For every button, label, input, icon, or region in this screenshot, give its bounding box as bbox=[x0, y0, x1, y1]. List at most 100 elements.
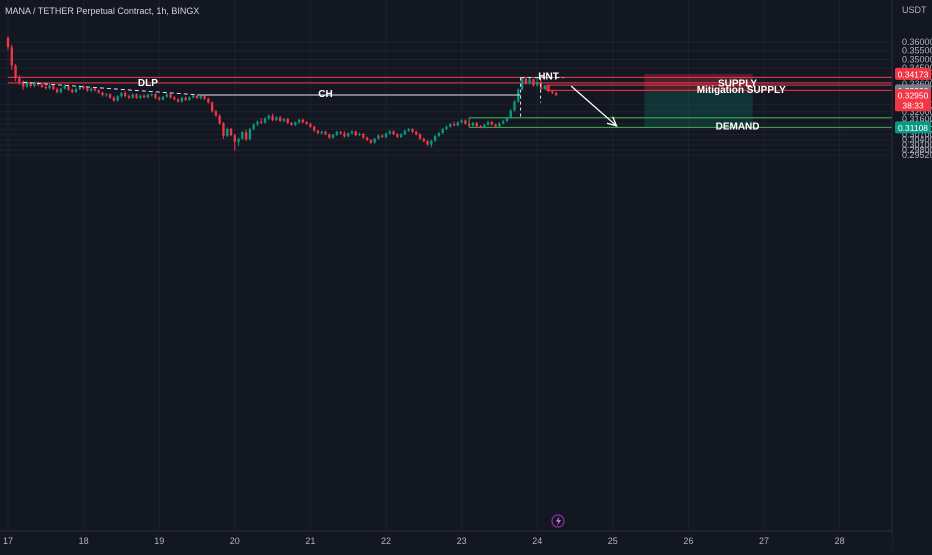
candle-body bbox=[316, 130, 320, 134]
dlp-line bbox=[23, 81, 201, 96]
candle-body bbox=[6, 37, 10, 48]
candle-body bbox=[263, 118, 267, 123]
candle-body bbox=[275, 117, 278, 121]
candle-body bbox=[354, 131, 357, 136]
candle-body bbox=[29, 83, 32, 86]
candle-body bbox=[97, 90, 100, 93]
candle-body bbox=[78, 86, 81, 89]
candle-body bbox=[282, 118, 286, 121]
reward-zone bbox=[644, 90, 753, 128]
candle-body bbox=[392, 131, 395, 135]
candle-body bbox=[180, 97, 184, 102]
candle-body bbox=[278, 117, 282, 121]
candle-body bbox=[498, 123, 501, 127]
candle-body bbox=[467, 123, 471, 126]
candle-body bbox=[373, 138, 376, 143]
candle-body bbox=[513, 101, 516, 111]
candle-body bbox=[347, 133, 350, 137]
candle-body bbox=[131, 94, 134, 98]
candle-body bbox=[142, 95, 146, 98]
date-tick-label: 26 bbox=[683, 536, 693, 546]
candle-body bbox=[154, 94, 157, 99]
candle-body bbox=[483, 124, 486, 128]
candle-body bbox=[464, 120, 467, 124]
candle-body bbox=[437, 133, 441, 137]
candle-body bbox=[252, 124, 255, 130]
price-badge-label: 0.31108 bbox=[898, 123, 928, 133]
candle-body bbox=[486, 122, 490, 125]
candle-body bbox=[407, 129, 410, 131]
candle-body bbox=[297, 119, 301, 123]
candle-body bbox=[25, 83, 29, 87]
price-badge-countdown: 38:33 bbox=[902, 101, 924, 111]
candle-body bbox=[456, 122, 459, 126]
candle-body bbox=[199, 96, 202, 99]
price-tick-label: 0.30100 bbox=[902, 140, 932, 150]
candle-body bbox=[433, 136, 437, 141]
annotation-label: HNT bbox=[538, 71, 559, 82]
candle-body bbox=[127, 96, 131, 98]
candle-body bbox=[173, 97, 176, 100]
candle-body bbox=[543, 85, 546, 89]
price-tick-label: 0.35500 bbox=[902, 46, 932, 56]
candle-body bbox=[233, 135, 236, 142]
candle-body bbox=[426, 141, 429, 145]
candle-body bbox=[63, 85, 66, 89]
candle-body bbox=[120, 92, 123, 97]
candle-body bbox=[369, 140, 373, 143]
candle-body bbox=[158, 98, 161, 100]
candle-body bbox=[479, 126, 482, 128]
price-badge bbox=[895, 121, 931, 134]
candle-body bbox=[547, 85, 550, 92]
candle-body bbox=[44, 86, 47, 89]
candle-body bbox=[195, 95, 199, 99]
annotation-label: SUPPLY bbox=[718, 79, 757, 90]
date-tick-label: 17 bbox=[3, 536, 13, 546]
candle-body bbox=[267, 115, 270, 119]
candle-body bbox=[67, 85, 70, 90]
candle-body bbox=[358, 133, 361, 136]
candle-body bbox=[328, 134, 331, 138]
candle-body bbox=[203, 96, 206, 99]
candle-body bbox=[388, 131, 391, 134]
candle-body bbox=[449, 124, 452, 127]
candle-body bbox=[502, 121, 505, 124]
drawings bbox=[23, 77, 618, 127]
candle-body bbox=[55, 89, 59, 93]
candle-body bbox=[536, 81, 539, 86]
candle-body bbox=[494, 124, 497, 127]
candle-body bbox=[475, 122, 478, 127]
candle-body bbox=[229, 128, 233, 136]
candle-body bbox=[365, 137, 369, 141]
candle-body bbox=[241, 132, 244, 139]
candle-body bbox=[40, 84, 44, 87]
candle-body bbox=[237, 138, 240, 142]
chart-title: MANA / TETHER Perpetual Contract, 1h, BI… bbox=[5, 6, 199, 16]
candle-body bbox=[71, 89, 74, 93]
time-axis-panel[interactable] bbox=[0, 531, 892, 550]
candle-body bbox=[350, 131, 354, 134]
candle-body bbox=[10, 47, 13, 66]
price-badge-label: 0.34173 bbox=[898, 69, 929, 79]
candle-body bbox=[248, 129, 252, 140]
candle-body bbox=[309, 123, 312, 127]
candle-body bbox=[33, 82, 36, 86]
candle-body bbox=[108, 94, 112, 98]
candle-body bbox=[471, 122, 475, 126]
candle-body bbox=[271, 115, 274, 121]
candle-body bbox=[520, 78, 524, 90]
candle-body bbox=[18, 77, 21, 83]
candle-body bbox=[441, 129, 444, 134]
candle-body bbox=[105, 94, 108, 96]
lightning-icon[interactable] bbox=[551, 514, 565, 528]
candle-body bbox=[214, 111, 218, 116]
candle-body bbox=[445, 126, 448, 130]
date-tick-label: 22 bbox=[381, 536, 391, 546]
candle-body bbox=[452, 124, 456, 126]
candle-body bbox=[169, 94, 172, 98]
price-tick-label: 0.31600 bbox=[902, 114, 932, 124]
price-tick-label: 0.32000 bbox=[902, 107, 932, 117]
candle-body bbox=[260, 121, 263, 123]
